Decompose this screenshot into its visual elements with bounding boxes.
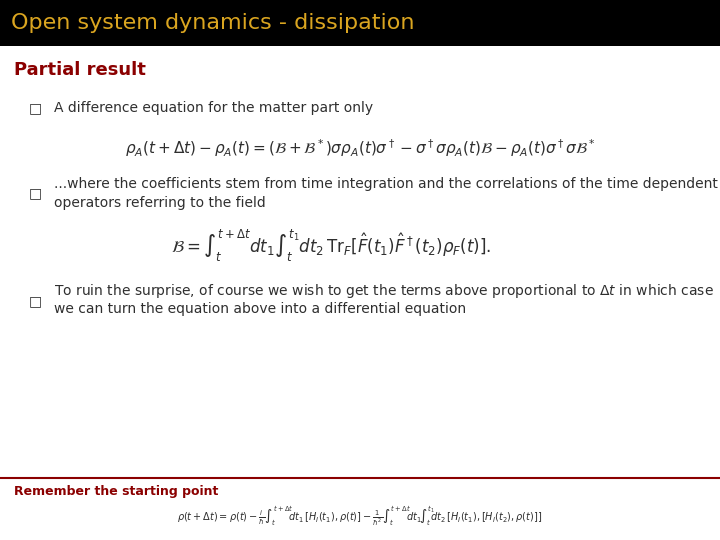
FancyBboxPatch shape (0, 0, 720, 46)
Text: To ruin the surprise, of course we wish to get the terms above proportional to $: To ruin the surprise, of course we wish … (54, 281, 714, 300)
Text: A difference equation for the matter part only: A difference equation for the matter par… (54, 101, 373, 115)
Text: $\rho(t+\Delta t) = \rho(t) - \frac{i}{\hbar}\int_t^{t+\Delta t}\!\! dt_1\,[H_I(: $\rho(t+\Delta t) = \rho(t) - \frac{i}{\… (177, 504, 543, 528)
Text: ...where the coefficients stem from time integration and the correlations of the: ...where the coefficients stem from time… (54, 177, 718, 191)
Text: operators referring to the field: operators referring to the field (54, 195, 266, 210)
Text: $\mathcal{B} = \int_t^{t+\Delta t} dt_1 \int_t^{t_1} dt_2\,\mathrm{Tr}_F[\hat{F}: $\mathcal{B} = \int_t^{t+\Delta t} dt_1 … (171, 228, 492, 264)
Text: Remember the starting point: Remember the starting point (14, 485, 219, 498)
Text: Open system dynamics - dissipation: Open system dynamics - dissipation (11, 13, 414, 33)
Text: □: □ (29, 294, 42, 308)
Text: $\rho_A(t+\Delta t) - \rho_A(t) = (\mathcal{B}+\mathcal{B}^*)\sigma\rho_A(t)\sig: $\rho_A(t+\Delta t) - \rho_A(t) = (\math… (125, 138, 595, 159)
Text: □: □ (29, 186, 42, 200)
Text: □: □ (29, 101, 42, 115)
Text: Partial result: Partial result (14, 61, 146, 79)
Text: we can turn the equation above into a differential equation: we can turn the equation above into a di… (54, 302, 466, 316)
